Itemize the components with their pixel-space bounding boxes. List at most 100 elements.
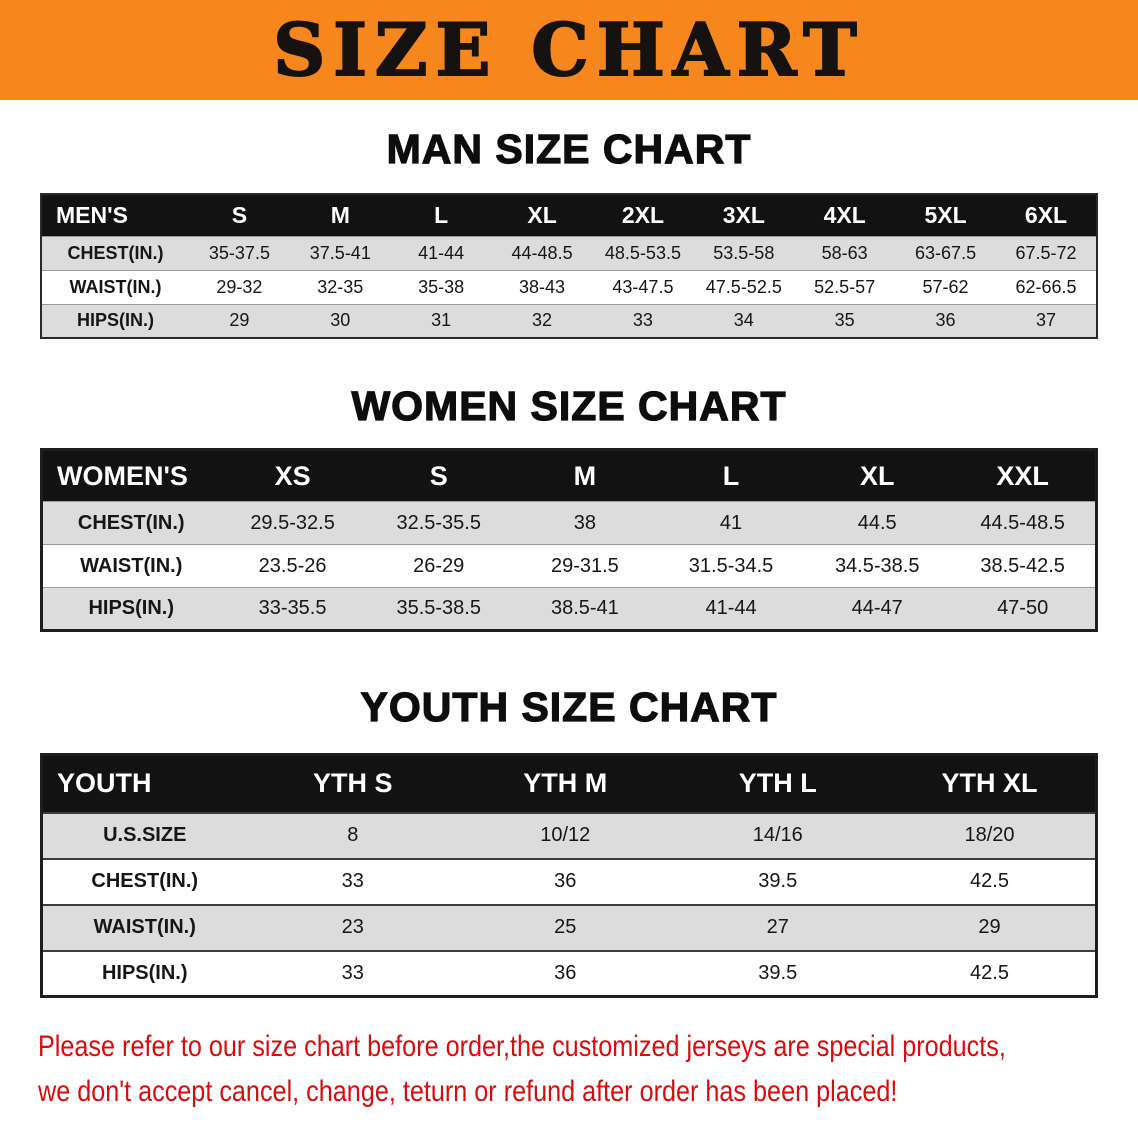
size-value: 62-66.5: [996, 269, 1097, 304]
size-value: 30: [289, 303, 391, 338]
size-column-header: 2XL: [592, 194, 694, 236]
size-value: 23.5-26: [219, 544, 366, 588]
size-value: 44.5-48.5: [950, 501, 1097, 545]
size-value: 27: [671, 903, 884, 951]
size-value: 14/16: [671, 811, 884, 859]
size-value: 42.5: [884, 949, 1097, 997]
size-column-header: 5XL: [895, 194, 996, 236]
size-column-header: S: [189, 194, 290, 236]
size-column-header: XL: [804, 449, 951, 502]
table-header-row: MEN'S S M L XL 2XL 3XL 4XL 5XL 6XL: [41, 194, 1097, 236]
size-value: 37: [996, 303, 1097, 338]
size-value: 47-50: [950, 587, 1097, 631]
size-value: 42.5: [884, 857, 1097, 905]
size-value: 53.5-58: [693, 235, 795, 270]
size-value: 38.5-42.5: [950, 544, 1097, 588]
size-value: 26-29: [365, 544, 512, 588]
measurement-label: HIPS(IN.): [41, 949, 247, 997]
women-size-chart-section: WOMEN SIZE CHART WOMEN'S XS S M L XL XXL CHEST(…: [0, 382, 1138, 632]
measurement-label: WAIST(IN.): [41, 903, 247, 951]
table-row: HIPS(IN.) 29 30 31 32 33 34 35 36 37: [41, 303, 1097, 338]
size-column-header: YTH S: [246, 754, 459, 813]
measurement-label: HIPS(IN.): [41, 303, 189, 338]
size-value: 33-35.5: [219, 587, 366, 631]
size-column-header: YTH XL: [884, 754, 1097, 813]
size-value: 63-67.5: [895, 235, 996, 270]
size-value: 58-63: [794, 235, 896, 270]
size-value: 35-38: [390, 269, 492, 304]
table-row: HIPS(IN.) 33-35.5 35.5-38.5 38.5-41 41-44 44-…: [41, 587, 1097, 631]
size-column-header: XXL: [950, 449, 1097, 502]
size-value: 38-43: [491, 269, 593, 304]
table-row: WAIST(IN.) 29-32 32-35 35-38 38-43 43-47.5 47.…: [41, 269, 1097, 304]
table-row: U.S.SIZE 8 10/12 14/16 18/20: [41, 811, 1097, 859]
size-value: 43-47.5: [592, 269, 694, 304]
men-size-table: MEN'S S M L XL 2XL 3XL 4XL 5XL 6XL CHEST(IN.) 35-37…: [40, 193, 1098, 339]
size-value: 34: [693, 303, 795, 338]
size-column-header: 4XL: [794, 194, 896, 236]
size-value: 67.5-72: [996, 235, 1097, 270]
measurement-label: CHEST(IN.): [41, 501, 220, 545]
youth-size-chart-heading: YOUTH SIZE CHART: [360, 683, 778, 730]
women-size-chart-heading: WOMEN SIZE CHART: [351, 382, 787, 429]
size-value: 41-44: [657, 587, 805, 631]
size-value: 35-37.5: [189, 235, 290, 270]
banner-title: SIZE CHART: [272, 7, 865, 92]
size-value: 33: [592, 303, 694, 338]
disclaimer-line-2: we don't accept cancel, change, teturn o…: [38, 1075, 898, 1108]
size-column-header: M: [511, 449, 658, 502]
size-value: 44.5: [804, 501, 951, 545]
size-column-header: 6XL: [996, 194, 1097, 236]
size-value: 31.5-34.5: [657, 544, 805, 588]
table-corner-label: YOUTH: [41, 754, 247, 813]
table-corner-label: WOMEN'S: [41, 449, 220, 502]
size-value: 38.5-41: [511, 587, 658, 631]
size-column-header: XL: [491, 194, 593, 236]
table-corner-label: MEN'S: [41, 194, 189, 236]
table-row: CHEST(IN.) 35-37.5 37.5-41 41-44 44-48.5 48.5…: [41, 235, 1097, 270]
measurement-label: WAIST(IN.): [41, 544, 220, 588]
size-value: 32.5-35.5: [365, 501, 512, 545]
size-value: 33: [246, 949, 459, 997]
size-value: 38: [511, 501, 658, 545]
size-column-header: XS: [219, 449, 366, 502]
size-value: 37.5-41: [289, 235, 391, 270]
size-column-header: M: [289, 194, 391, 236]
size-value: 29: [189, 303, 290, 338]
table-header-row: WOMEN'S XS S M L XL XXL: [41, 449, 1097, 502]
size-column-header: YTH M: [459, 754, 672, 813]
disclaimer-line-1: Please refer to our size chart before or…: [38, 1030, 1006, 1063]
youth-size-chart-section: YOUTH SIZE CHART YOUTH YTH S YTH M YTH L YTH…: [0, 683, 1138, 998]
size-value: 32-35: [289, 269, 391, 304]
size-value: 36: [459, 857, 672, 905]
size-value: 41-44: [390, 235, 492, 270]
size-value: 31: [390, 303, 492, 338]
size-column-header: L: [390, 194, 492, 236]
size-value: 32: [491, 303, 593, 338]
size-value: 8: [246, 811, 459, 859]
size-value: 48.5-53.5: [592, 235, 694, 270]
size-value: 47.5-52.5: [693, 269, 795, 304]
table-row: HIPS(IN.) 33 36 39.5 42.5: [41, 949, 1097, 997]
size-column-header: L: [657, 449, 805, 502]
measurement-label: U.S.SIZE: [41, 811, 247, 859]
youth-size-table: YOUTH YTH S YTH M YTH L YTH XL U.S.SIZE 8 10/12…: [40, 753, 1098, 998]
size-value: 44-48.5: [491, 235, 593, 270]
size-value: 25: [459, 903, 672, 951]
size-value: 36: [459, 949, 672, 997]
size-value: 44-47: [804, 587, 951, 631]
size-column-header: YTH L: [671, 754, 884, 813]
measurement-label: CHEST(IN.): [41, 235, 189, 270]
size-value: 34.5-38.5: [804, 544, 951, 588]
size-value: 35: [794, 303, 896, 338]
size-column-header: S: [365, 449, 512, 502]
table-row: CHEST(IN.) 29.5-32.5 32.5-35.5 38 41 44.5 44.5…: [41, 501, 1097, 545]
size-value: 52.5-57: [794, 269, 896, 304]
size-value: 29-31.5: [511, 544, 658, 588]
man-size-chart-heading: MAN SIZE CHART: [386, 125, 752, 172]
size-value: 33: [246, 857, 459, 905]
size-value: 39.5: [671, 857, 884, 905]
measurement-label: CHEST(IN.): [41, 857, 247, 905]
measurement-label: HIPS(IN.): [41, 587, 220, 631]
size-value: 29: [884, 903, 1097, 951]
